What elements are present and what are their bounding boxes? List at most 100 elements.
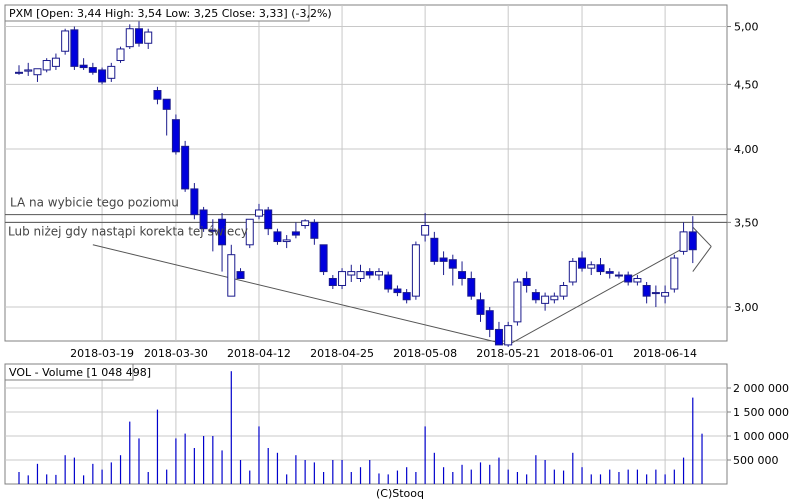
candle-body — [393, 288, 402, 294]
candle-body — [587, 264, 596, 269]
candle-body — [61, 30, 70, 52]
x-tick-label: 2018-04-25 — [310, 347, 374, 360]
candle-body — [227, 254, 236, 297]
candle-body — [264, 209, 273, 230]
candle-body — [568, 260, 577, 283]
candle-body — [541, 295, 550, 304]
candle-body — [458, 271, 467, 279]
trend-line — [692, 246, 712, 272]
candle-body — [661, 292, 670, 297]
candle-body — [679, 231, 688, 252]
trend-line — [92, 244, 509, 346]
candle-body — [421, 225, 430, 236]
volume-gridlines — [5, 364, 727, 484]
candle-body — [51, 57, 60, 67]
x-axis: 2018-03-19 2018-03-30 2018-04-12 2018-04-25… — [70, 347, 697, 360]
candle-body — [513, 281, 522, 323]
horizontal-levels — [5, 214, 727, 223]
candle-body — [24, 69, 33, 72]
candle-body — [301, 220, 310, 227]
candle-body — [522, 277, 531, 286]
candle-body — [153, 90, 162, 100]
candle-body — [642, 284, 651, 297]
candle-body — [42, 60, 51, 71]
x-tick-label: 2018-04-12 — [227, 347, 291, 360]
candle-body — [411, 244, 420, 297]
candle-body — [605, 271, 614, 274]
candle-body — [504, 325, 513, 346]
candle-body — [162, 98, 171, 110]
candle-body — [245, 218, 254, 246]
candle-body — [310, 221, 319, 239]
candle-body — [384, 274, 393, 290]
trend-line — [507, 247, 684, 346]
candle-body — [347, 271, 356, 276]
candle-body — [236, 271, 245, 279]
x-tick-label: 2018-06-01 — [550, 347, 614, 360]
candle-body — [199, 209, 208, 230]
trend-lines — [92, 226, 712, 346]
candle-body — [688, 231, 697, 251]
volume-bars — [18, 371, 703, 484]
candle-body — [448, 259, 457, 269]
candle-body — [282, 239, 291, 243]
candle-body — [356, 271, 365, 279]
candle-body — [125, 28, 134, 48]
volume-y-tick-label: 2 000 000 — [733, 382, 789, 395]
price-y-tick-label: 3,00 — [734, 301, 759, 314]
x-tick-label: 2018-03-30 — [144, 347, 208, 360]
candle-body — [79, 64, 88, 69]
candle-body — [374, 271, 383, 276]
candle-body — [559, 284, 568, 297]
x-tick-label: 2018-05-21 — [476, 347, 540, 360]
annotation-upper: LA na wybicie tego poziomu — [10, 196, 179, 210]
candle-body — [624, 274, 633, 283]
candle-body — [550, 295, 559, 301]
candle-body — [134, 28, 143, 44]
candle-body — [633, 277, 642, 283]
candle-body — [651, 292, 660, 295]
candle-body — [218, 218, 227, 246]
candle-body — [291, 231, 300, 236]
volume-y-tick-label: 1 000 000 — [733, 430, 789, 443]
trend-line — [692, 226, 712, 247]
volume-header: VOL - Volume [1 048 498] — [9, 366, 151, 379]
price-y-axis: 5,00 4,50 4,00 3,50 3,00 — [727, 21, 759, 314]
volume-panel-frame — [4, 363, 728, 485]
x-tick-label: 2018-06-14 — [633, 347, 697, 360]
candle-body — [254, 209, 263, 217]
price-header-box — [4, 4, 310, 22]
candle-body — [485, 310, 494, 330]
candle-body — [273, 231, 282, 243]
price-panel-frame — [4, 4, 728, 342]
price-y-tick-label: 3,50 — [734, 216, 759, 229]
candle-body — [328, 277, 337, 286]
volume-y-tick-label: 1 500 000 — [733, 406, 789, 419]
volume-header-box — [4, 363, 134, 381]
candle-body — [614, 274, 623, 277]
candle-body — [338, 271, 347, 286]
candle-body — [98, 69, 107, 83]
candle-body — [181, 145, 190, 190]
candle-body — [144, 31, 153, 44]
candle-body — [476, 299, 485, 315]
price-gridlines — [5, 5, 727, 341]
candle-body — [33, 68, 42, 76]
candle-body — [171, 119, 180, 153]
volume-y-tick-label: 500 000 — [733, 454, 779, 467]
candlesticks — [15, 21, 697, 347]
candle-body — [319, 244, 328, 273]
x-tick-label: 2018-05-08 — [393, 347, 457, 360]
volume-y-axis: 2 000 000 1 500 000 1 000 000 500 000 — [727, 382, 789, 467]
candle-body — [88, 67, 97, 73]
candle-body — [596, 264, 605, 273]
candle-body — [116, 48, 125, 62]
candle-body — [190, 188, 199, 216]
candle-body — [531, 292, 540, 301]
price-y-tick-label: 4,50 — [734, 78, 759, 91]
candle-body — [578, 257, 587, 269]
candle-body — [365, 271, 374, 276]
candle-body — [670, 257, 679, 290]
x-tick-label: 2018-03-19 — [70, 347, 134, 360]
